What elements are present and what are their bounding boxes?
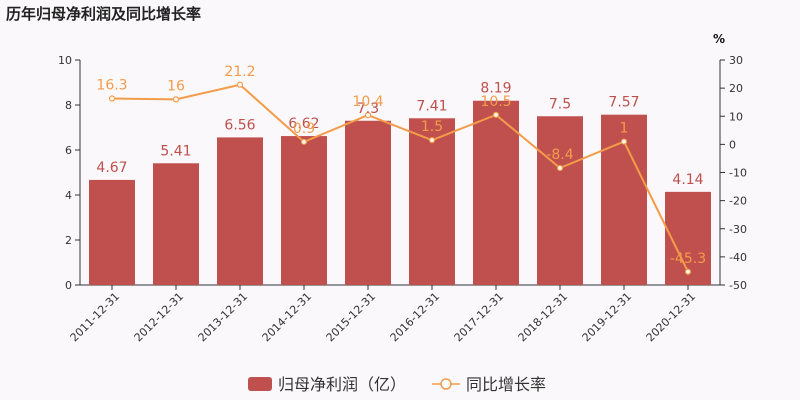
growth-value-label: 0.9	[293, 121, 315, 137]
right-tick-label: -10	[729, 167, 747, 180]
growth-value-label: 1.5	[421, 119, 443, 135]
right-tick-label: -30	[729, 223, 747, 236]
x-tick-label: 2013-12-31	[196, 290, 250, 344]
right-tick-label: 30	[729, 54, 743, 67]
left-tick-label: 6	[65, 144, 72, 157]
bar	[217, 137, 263, 285]
right-tick-label: 20	[729, 82, 743, 95]
bar-value-label: 8.19	[480, 81, 511, 97]
growth-value-label: 21.2	[224, 64, 255, 80]
legend-marker	[440, 378, 452, 390]
bar-value-label: 4.14	[672, 172, 703, 188]
right-tick-label: -40	[729, 251, 747, 264]
bar-value-label: 7.57	[608, 95, 639, 111]
bar	[409, 118, 455, 286]
x-tick-label: 2015-12-31	[324, 290, 378, 344]
growth-polyline	[111, 83, 689, 273]
bar-value-label: 7.41	[416, 98, 447, 114]
bars	[89, 100, 711, 286]
growth-point	[108, 95, 116, 102]
growth-value-label: -8.4	[546, 147, 573, 163]
x-tick-label: 2011-12-31	[68, 290, 122, 344]
growth-value-label: 16.3	[96, 78, 127, 94]
x-tick-label: 2019-12-31	[580, 290, 634, 344]
x-tick-label: 2020-12-31	[644, 290, 698, 344]
growth-point	[364, 112, 372, 119]
growth-point	[556, 164, 564, 172]
left-tick-label: 2	[65, 234, 72, 247]
bar-value-label: 5.41	[160, 143, 191, 159]
data-labels: 4.67 5.41 6.56 6.62 7.3 7.41 8.19 7.5 7.57 4.14 16…	[96, 64, 706, 267]
x-tick-label: 2014-12-31	[260, 290, 314, 344]
left-tick-label: 0	[65, 279, 72, 292]
x-tick-label: 2017-12-31	[452, 290, 506, 344]
growth-point	[620, 138, 628, 145]
legend-swatch-bar	[248, 377, 272, 391]
growth-line	[108, 81, 692, 275]
left-tick-label: 8	[65, 99, 72, 112]
growth-point	[492, 111, 500, 118]
growth-value-label: 1	[620, 121, 629, 137]
chart-title: 历年归母净利润及同比增长率	[6, 5, 201, 23]
growth-value-label: 10.4	[352, 94, 383, 110]
legend-label-bar: 归母净利润（亿）	[278, 375, 406, 394]
bar	[537, 116, 583, 285]
bar	[89, 179, 135, 285]
growth-value-label: -45.3	[670, 251, 706, 267]
left-tick-label: 10	[58, 54, 72, 67]
bar	[153, 163, 199, 285]
growth-point	[236, 81, 244, 88]
right-axis-unit: %	[713, 32, 725, 46]
growth-point	[300, 138, 308, 145]
x-tick-label: 2016-12-31	[388, 290, 442, 344]
right-tick-label: -20	[729, 195, 747, 208]
right-tick-label: 10	[729, 110, 743, 123]
right-tick-label: -50	[729, 279, 747, 292]
bar	[473, 100, 519, 285]
growth-point	[172, 96, 180, 103]
growth-value-label: 16	[167, 78, 185, 94]
legend-label-line: 同比增长率	[466, 375, 546, 394]
bar-value-label: 6.62	[288, 116, 319, 132]
bar-value-label: 4.67	[96, 160, 127, 176]
bar	[281, 136, 327, 285]
growth-point	[684, 268, 692, 275]
bar	[345, 120, 391, 285]
left-tick-label: 4	[65, 189, 72, 202]
right-tick-label: 0	[729, 138, 736, 151]
bar-value-label: 7.5	[549, 96, 571, 112]
growth-value-label: 10.5	[480, 94, 511, 110]
x-tick-label: 2012-12-31	[132, 290, 186, 344]
bar-value-label: 7.3	[357, 101, 379, 117]
legend: 归母净利润（亿） 同比增长率	[248, 375, 546, 394]
bar-value-label: 6.56	[224, 117, 255, 133]
growth-point	[428, 137, 436, 144]
x-tick-label: 2018-12-31	[516, 290, 570, 344]
